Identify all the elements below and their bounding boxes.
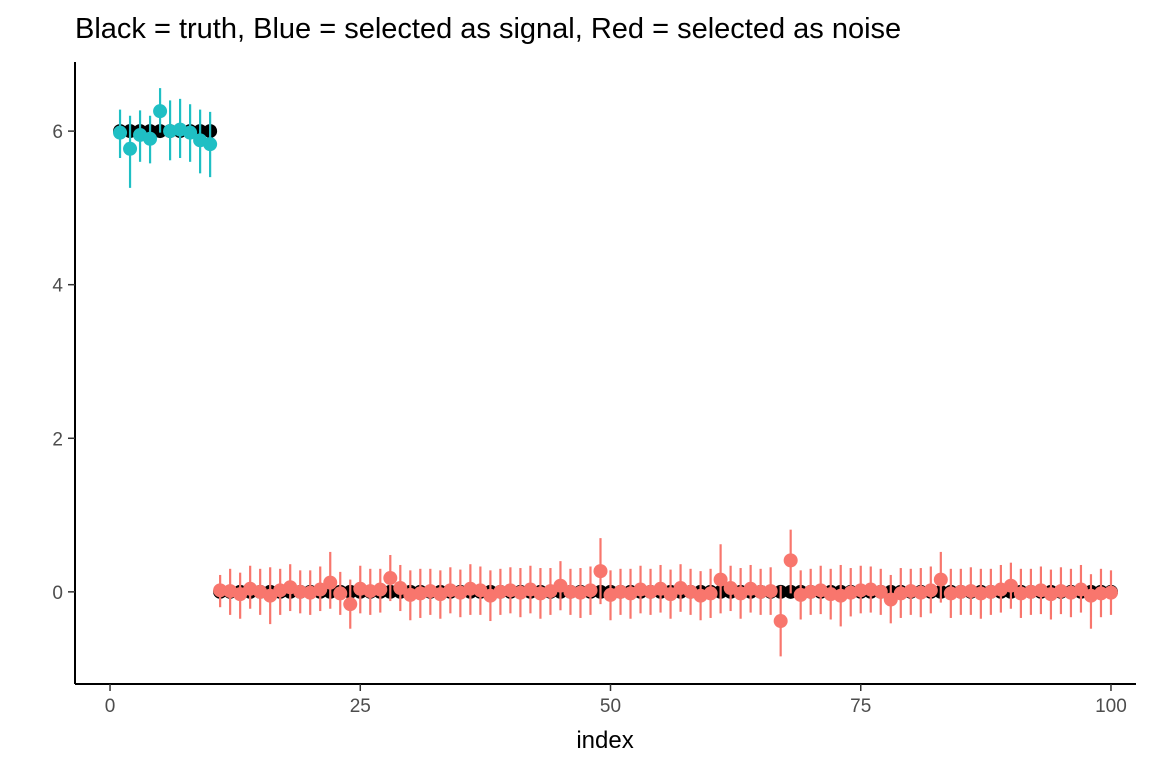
x-axis-label: index [576,727,633,754]
x-tick-label: 25 [350,696,371,717]
noise-point [393,581,408,596]
noise-point [213,583,228,598]
noise-point [853,583,868,598]
noise-point [923,583,938,598]
x-tick-label: 50 [600,696,621,717]
noise-point [293,584,308,599]
noise-point [1073,582,1088,597]
estimate-points-layer [113,104,1118,629]
noise-point [663,587,678,602]
x-tick-label: 100 [1095,696,1127,717]
noise-point [703,586,718,601]
noise-point [383,571,398,586]
y-tick-label: 4 [52,276,63,297]
y-tick-label: 6 [52,122,63,143]
noise-point [313,582,328,597]
chart-title: Black = truth, Blue = selected as signal… [75,13,901,45]
error-bars-layer [118,88,1113,657]
x-tick-label: 0 [105,696,116,717]
noise-point [593,564,608,579]
x-axis-ticks: 0 25 50 75 100 [105,684,1127,717]
noise-point [933,572,948,587]
signal-point [153,104,168,119]
signal-point [143,131,158,146]
truth-points-layer [113,124,1118,599]
noise-point [583,583,598,598]
noise-point [883,592,898,607]
noise-point [333,586,348,601]
noise-point [763,584,778,599]
noise-point [1093,586,1108,601]
noise-point [323,575,338,590]
y-tick-label: 2 [52,429,63,450]
noise-point [1103,585,1118,600]
noise-point [373,582,388,597]
y-axis-ticks: 0 2 4 6 [52,122,75,604]
noise-point [873,584,888,599]
signal-point [123,141,138,156]
noise-point [563,584,578,599]
signal-point [113,125,128,140]
noise-point [713,572,728,587]
signal-point [203,137,218,152]
noise-point [783,553,798,568]
noise-point [753,584,768,599]
signal-point [183,125,198,140]
noise-point [773,614,788,629]
x-tick-label: 75 [850,696,871,717]
noise-point [553,578,568,593]
noise-point [343,597,358,612]
noise-point [953,584,968,599]
noise-point [1003,578,1018,593]
y-tick-label: 0 [52,583,63,604]
